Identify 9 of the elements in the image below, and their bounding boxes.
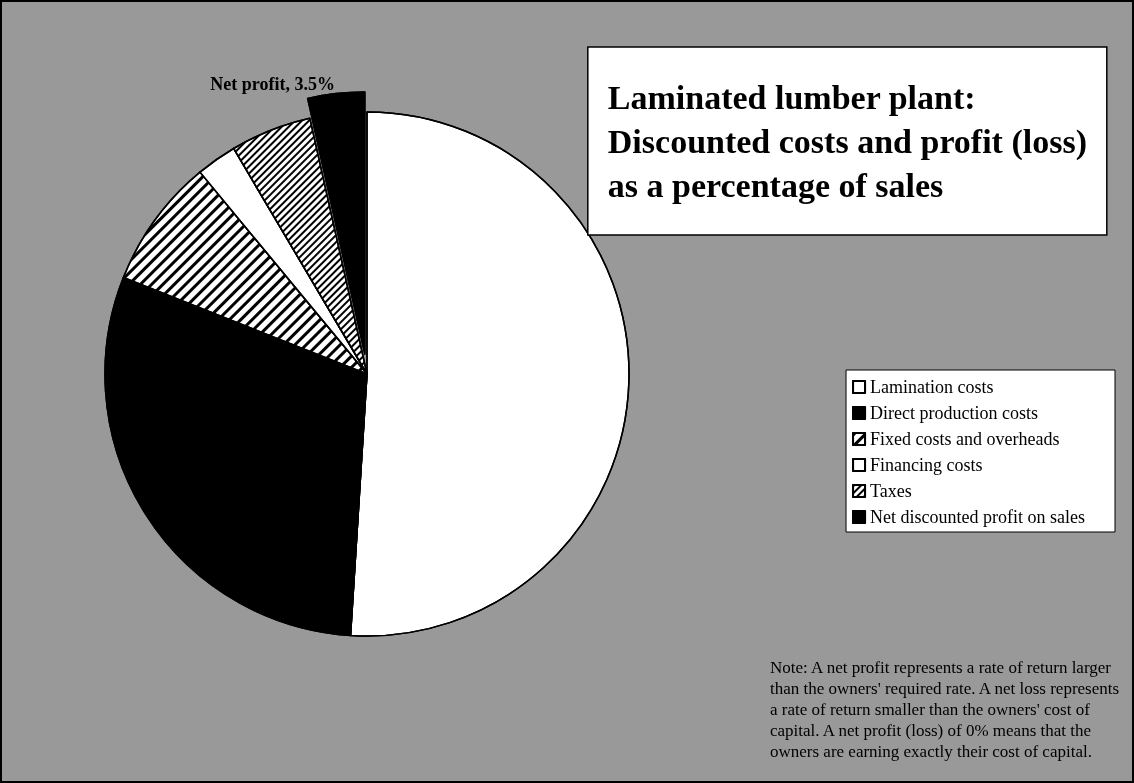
legend-label: Fixed costs and overheads	[870, 429, 1060, 449]
legend-label: Direct production costs	[870, 403, 1039, 423]
legend-label: Taxes	[870, 481, 912, 501]
text: Note: A net profit represents a rate of return larger than the owners' required rate. A net loss represents a rate of return smaller than the owners' cost of capital. A net profit (loss) of 0% means that the owners are earning exactly their cost of capital.	[770, 657, 1120, 762]
legend-label: Net discounted profit on sales	[870, 507, 1086, 527]
data-label: Net profit, 3.5%	[210, 73, 335, 94]
text: Laminated lumber plant: Discounted costs and profit (loss) as a percentage of sales	[607, 78, 1087, 204]
legend-label: Lamination costs	[870, 377, 994, 397]
legend-label: Financing costs	[870, 455, 983, 475]
